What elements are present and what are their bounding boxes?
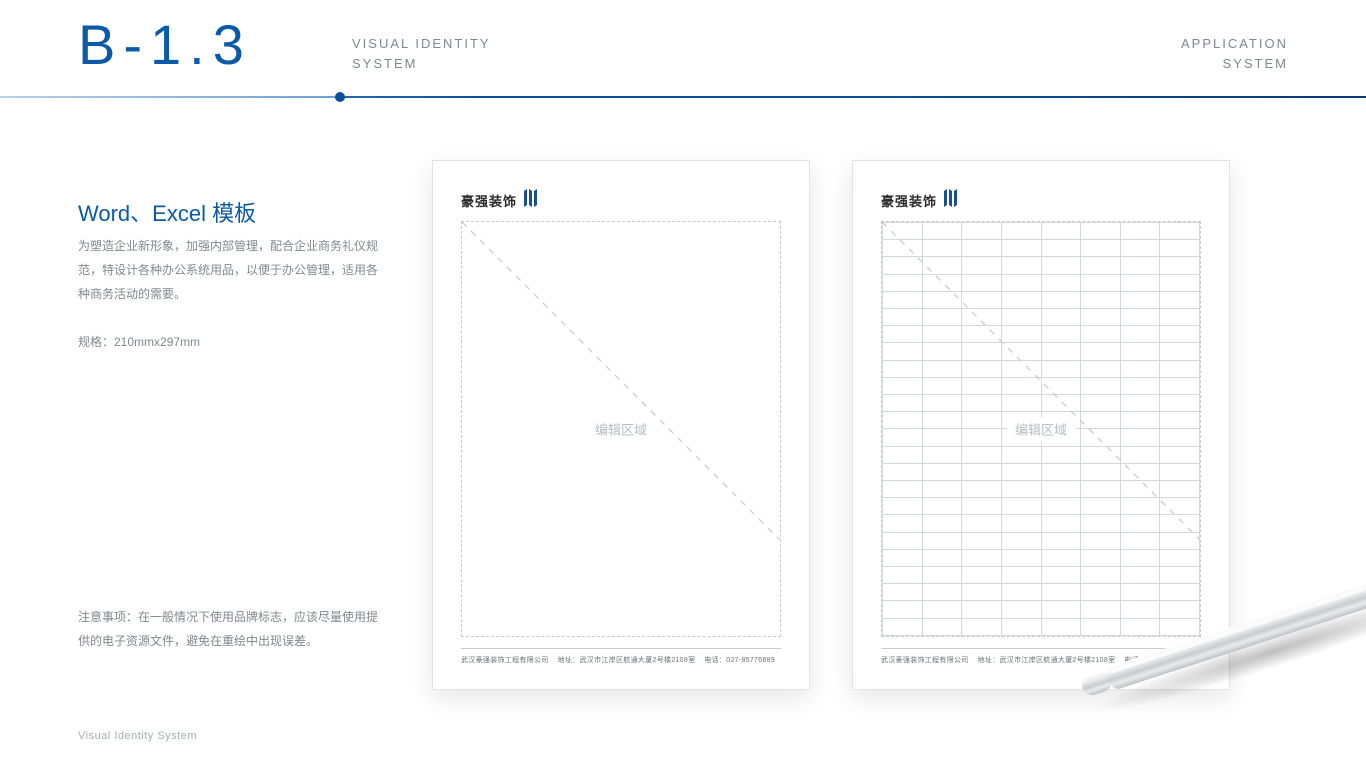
excel-edit-label: 编辑区域 bbox=[1007, 418, 1075, 441]
header-right-line2: SYSTEM bbox=[1223, 56, 1288, 71]
header-rule-dot bbox=[335, 92, 345, 102]
section-title: Word、Excel 模板 bbox=[78, 196, 256, 228]
footer-label: Visual Identity System bbox=[78, 730, 197, 742]
footer-tel-label: 电话： bbox=[704, 657, 726, 664]
word-edit-label: 编辑区域 bbox=[587, 418, 655, 441]
note-text: 注意事项：在一般情况下使用品牌标志，应该尽量使用提供的电子资源文件，避免在重绘中… bbox=[78, 605, 378, 653]
footer-tel: 027-85776889 bbox=[1146, 657, 1195, 664]
header-left-line1: VISUAL IDENTITY bbox=[352, 36, 491, 51]
header-left-line2: SYSTEM bbox=[352, 56, 417, 71]
excel-card-footer: 武汉豪强装饰工程有限公司 地址：武汉市江岸区航通大厦2号楼2108室 电话：02… bbox=[881, 648, 1201, 665]
spec-text: 规格：210mmx297mm bbox=[78, 330, 378, 354]
footer-company: 武汉豪强装饰工程有限公司 bbox=[461, 657, 549, 664]
header-rule bbox=[0, 96, 1366, 98]
excel-edit-area: 编辑区域 bbox=[881, 221, 1201, 637]
section-paragraph: 为塑造企业新形象，加强内部管理，配合企业商务礼仪规范，特设计各种办公系统用品，以… bbox=[78, 234, 378, 306]
logo-text: 豪强装饰 bbox=[461, 191, 517, 210]
logo: 豪强装饰 bbox=[461, 189, 541, 212]
header-left: VISUAL IDENTITY SYSTEM bbox=[352, 34, 491, 73]
footer-company: 武汉豪强装饰工程有限公司 bbox=[881, 657, 969, 664]
footer-addr-label: 地址： bbox=[978, 657, 1000, 664]
template-stage: 豪强装饰 编辑区域 bbox=[432, 160, 1302, 720]
header-right-line1: APPLICATION bbox=[1181, 36, 1288, 51]
logo-mark-icon bbox=[941, 189, 961, 212]
footer-tel: 027-85776889 bbox=[726, 657, 775, 664]
excel-dash-border: 编辑区域 bbox=[881, 221, 1201, 637]
logo-mark-icon bbox=[521, 189, 541, 212]
footer-addr: 武汉市江岸区航通大厦2号楼2108室 bbox=[1000, 657, 1116, 664]
footer-tel-label: 电话： bbox=[1124, 657, 1146, 664]
header-right: APPLICATION SYSTEM bbox=[1181, 34, 1288, 73]
excel-template-card: 豪强装饰 编辑区域 bbox=[852, 160, 1230, 690]
page-code: B-1.3 bbox=[78, 12, 252, 77]
logo-text: 豪强装饰 bbox=[881, 191, 937, 210]
excel-diagonal-icon bbox=[882, 222, 1200, 540]
footer-addr-label: 地址： bbox=[558, 657, 580, 664]
logo: 豪强装饰 bbox=[881, 189, 961, 212]
page: B-1.3 VISUAL IDENTITY SYSTEM APPLICATION… bbox=[0, 0, 1366, 768]
footer-addr: 武汉市江岸区航通大厦2号楼2108室 bbox=[580, 657, 696, 664]
word-edit-area: 编辑区域 bbox=[461, 221, 781, 637]
word-card-footer: 武汉豪强装饰工程有限公司 地址：武汉市江岸区航通大厦2号楼2108室 电话：02… bbox=[461, 648, 781, 665]
word-template-card: 豪强装饰 编辑区域 bbox=[432, 160, 810, 690]
word-dash-border: 编辑区域 bbox=[461, 221, 781, 637]
word-diagonal-icon bbox=[462, 222, 780, 540]
